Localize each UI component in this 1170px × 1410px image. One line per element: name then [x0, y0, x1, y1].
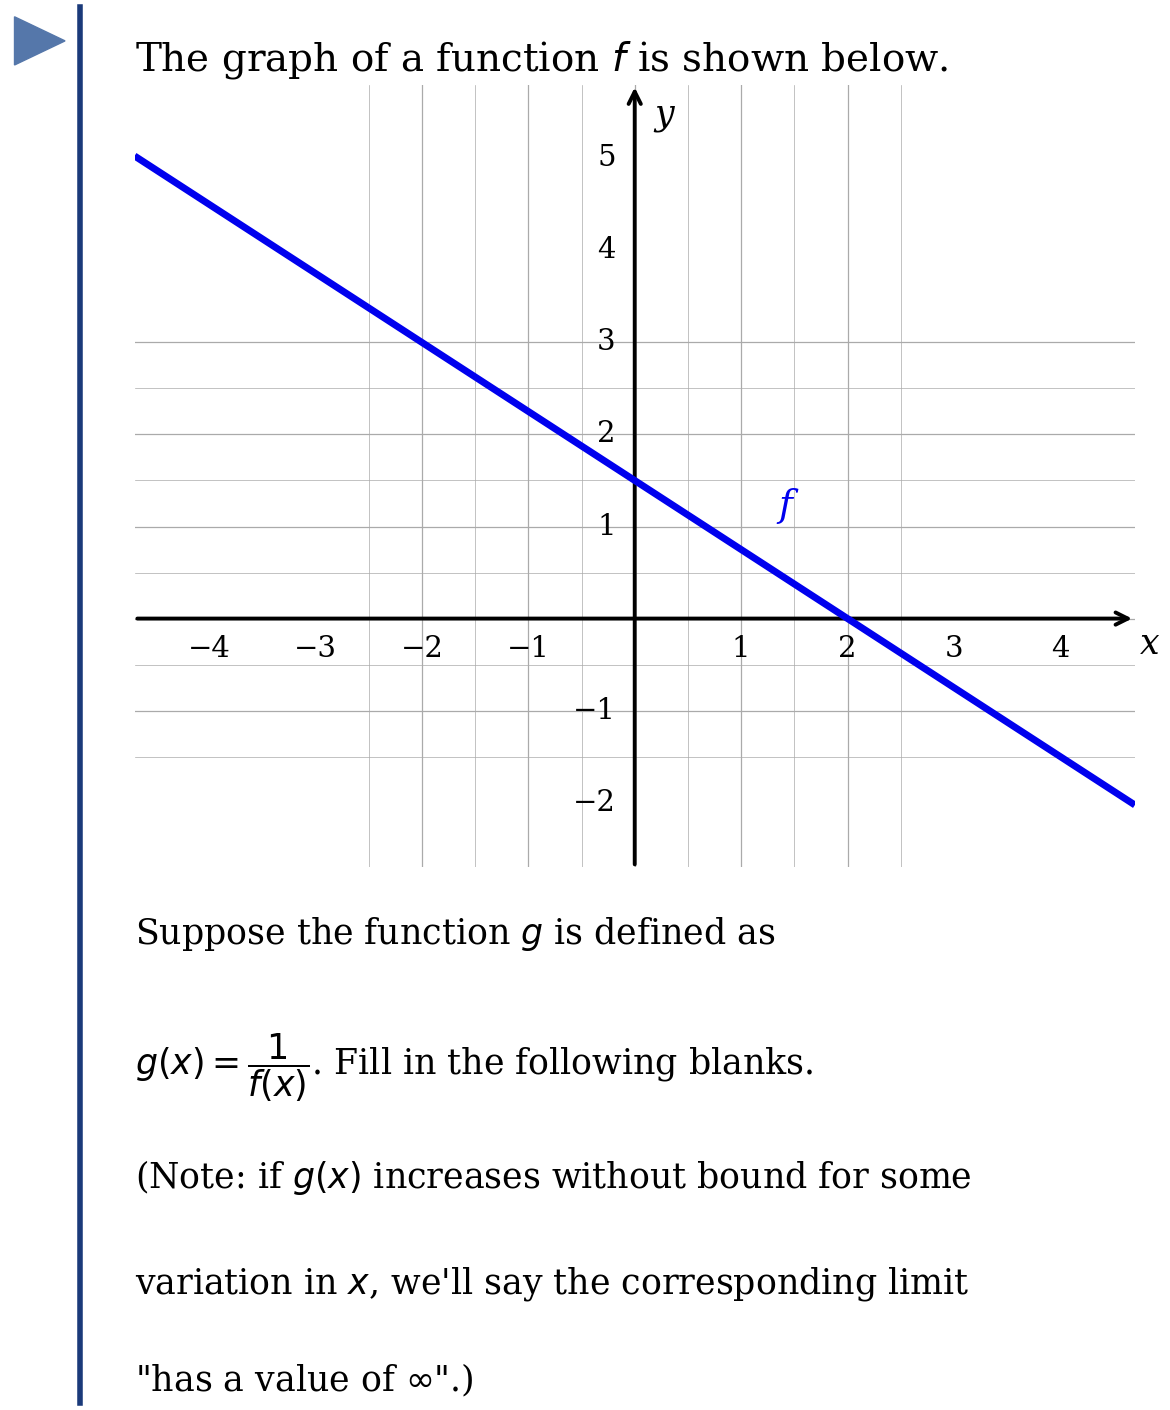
Text: 4: 4: [597, 237, 615, 264]
Text: −1: −1: [507, 634, 550, 663]
Text: x: x: [1141, 627, 1159, 661]
Text: 4: 4: [1051, 634, 1069, 663]
Text: The graph of a function $f$ is shown below.: The graph of a function $f$ is shown bel…: [135, 39, 948, 82]
Text: f: f: [778, 488, 792, 523]
Text: −2: −2: [400, 634, 443, 663]
Text: variation in $x$, we'll say the corresponding limit: variation in $x$, we'll say the correspo…: [135, 1265, 969, 1303]
Text: −2: −2: [572, 788, 615, 816]
Text: y: y: [654, 99, 674, 133]
Text: 3: 3: [944, 634, 963, 663]
Text: $g(x) = \dfrac{1}{f(x)}$. Fill in the following blanks.: $g(x) = \dfrac{1}{f(x)}$. Fill in the fo…: [135, 1032, 813, 1104]
Text: 1: 1: [597, 512, 615, 540]
Polygon shape: [14, 17, 66, 65]
Text: 3: 3: [597, 329, 615, 357]
Text: 2: 2: [597, 420, 615, 448]
Text: −4: −4: [187, 634, 230, 663]
Text: −1: −1: [572, 697, 615, 725]
Text: −3: −3: [294, 634, 337, 663]
Text: 5: 5: [597, 144, 615, 172]
Text: (Note: if $g(x)$ increases without bound for some: (Note: if $g(x)$ increases without bound…: [135, 1158, 971, 1197]
Text: 2: 2: [839, 634, 856, 663]
Text: Suppose the function $g$ is defined as: Suppose the function $g$ is defined as: [135, 915, 775, 953]
Text: "has a value of $\infty$".): "has a value of $\infty$".): [135, 1362, 474, 1400]
Text: 1: 1: [732, 634, 750, 663]
